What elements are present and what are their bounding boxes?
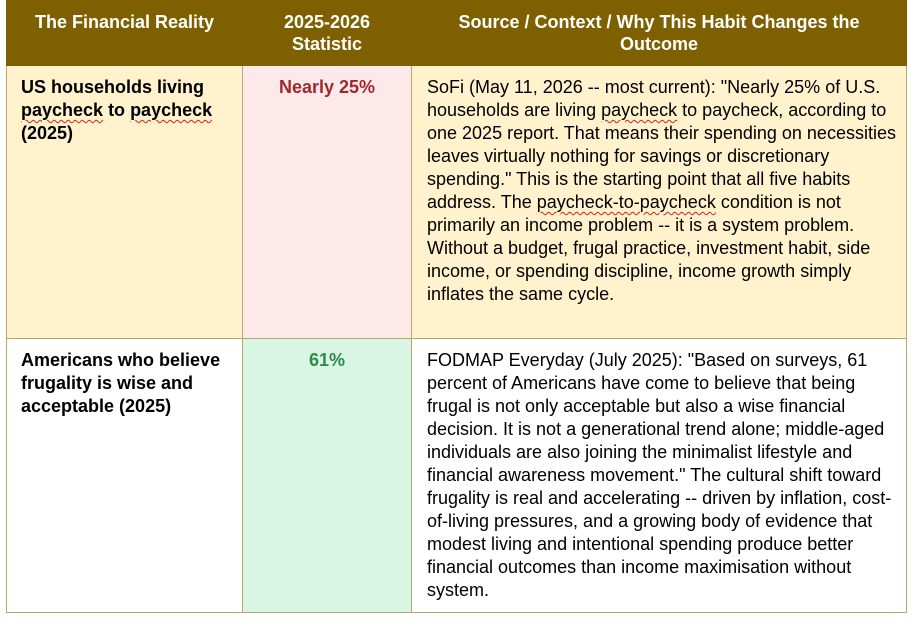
spell-flag-word: paycheck-to-paycheck: [536, 192, 716, 212]
row-label-text: US households living: [21, 77, 205, 97]
row-label: Americans who believe frugality is wise …: [6, 338, 243, 613]
table-row: Americans who believe frugality is wise …: [6, 338, 907, 613]
spell-flag-word: paycheck: [130, 100, 213, 120]
row-label-text: (2025): [21, 123, 74, 143]
source-context: SoFi (May 11, 2026 -- most current): "Ne…: [411, 65, 907, 339]
context-text: to paycheck, according to one 2025 repor…: [427, 100, 896, 212]
header-financial-reality: The Financial Reality: [6, 0, 243, 66]
table-row: US households living paycheck to paychec…: [6, 65, 907, 339]
financial-reality-table: The Financial Reality 2025-2026 Statisti…: [6, 0, 907, 613]
statistic-value: Nearly 25%: [242, 65, 412, 339]
header-row: The Financial Reality 2025-2026 Statisti…: [6, 0, 907, 66]
header-source-context: Source / Context / Why This Habit Change…: [411, 0, 907, 66]
header-statistic: 2025-2026 Statistic: [242, 0, 412, 66]
statistic-value: 61%: [242, 338, 412, 613]
row-label: US households living paycheck to paychec…: [6, 65, 243, 339]
context-text: condition is not primarily an income pro…: [427, 192, 871, 304]
source-context: FODMAP Everyday (July 2025): "Based on s…: [411, 338, 907, 613]
spell-flag-word: paycheck: [21, 100, 104, 120]
row-label-text: to: [103, 100, 131, 120]
context-text: SoFi (May 11, 2026 -- most current): "Ne…: [427, 77, 881, 120]
spell-flag-word: paycheck: [601, 100, 678, 120]
